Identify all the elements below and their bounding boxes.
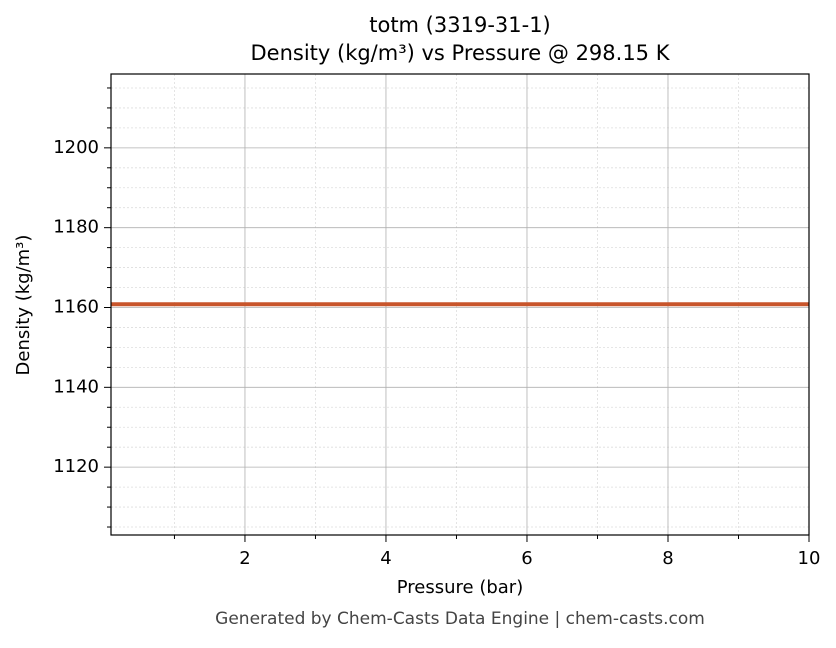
x-tick-label: 6: [521, 548, 532, 569]
chart-subtitle: Density (kg/m³) vs Pressure @ 298.15 K: [250, 41, 670, 65]
y-tick-label: 1160: [53, 296, 99, 317]
x-axis-label: Pressure (bar): [397, 577, 523, 598]
y-axis-label: Density (kg/m³): [13, 235, 34, 376]
y-tick-label: 1140: [53, 376, 99, 397]
y-tick-label: 1120: [53, 456, 99, 477]
x-tick-label: 8: [662, 548, 673, 569]
plot-frame: [110, 73, 810, 536]
y-tick-label: 1200: [53, 137, 99, 158]
y-tick-label: 1180: [53, 217, 99, 238]
x-tick-label: 4: [380, 548, 391, 569]
chart-title: totm (3319-31-1): [369, 13, 551, 37]
footer: Generated by Chem-Casts Data Engine | ch…: [215, 609, 705, 629]
x-tick-label: 10: [798, 548, 821, 569]
x-tick-label: 2: [239, 548, 250, 569]
